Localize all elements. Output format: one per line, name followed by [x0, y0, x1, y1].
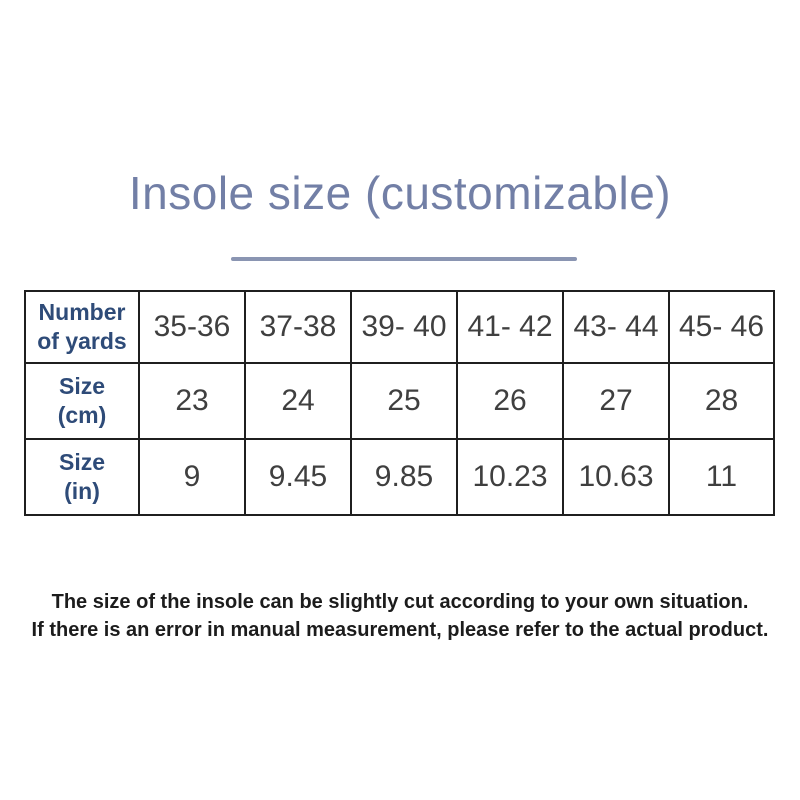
- table-row-number-of-yards: Number of yards 35-36 37-38 39- 40 41- 4…: [24, 290, 775, 364]
- size-cm-cell: 23: [138, 362, 246, 440]
- row-header-size-cm: Size (cm): [24, 362, 140, 440]
- row-header-size-in: Size (in): [24, 438, 140, 516]
- size-cm-cell: 27: [562, 362, 670, 440]
- yards-cell: 37-38: [244, 290, 352, 364]
- footer-note-line-2: If there is an error in manual measureme…: [31, 619, 769, 641]
- size-cm-cell: 28: [668, 362, 775, 440]
- title-divider: [231, 257, 577, 261]
- size-cm-cell: 24: [244, 362, 352, 440]
- yards-cell: 39- 40: [350, 290, 458, 364]
- yards-cell: 35-36: [138, 290, 246, 364]
- yards-cell: 43- 44: [562, 290, 670, 364]
- table-row-size-cm: Size (cm) 23 24 25 26 27 28: [24, 362, 775, 440]
- page-title: Insole size (customizable): [128, 167, 672, 219]
- table-row-size-in: Size (in) 9 9.45 9.85 10.23 10.63 11: [24, 438, 775, 516]
- size-in-cell: 9: [138, 438, 246, 516]
- yards-cell: 41- 42: [456, 290, 564, 364]
- size-cm-cell: 26: [456, 362, 564, 440]
- footer-note: The size of the insole can be slightly c…: [0, 588, 800, 644]
- size-in-cell: 9.85: [350, 438, 458, 516]
- size-in-cell: 9.45: [244, 438, 352, 516]
- insole-size-table: Number of yards 35-36 37-38 39- 40 41- 4…: [24, 290, 775, 516]
- size-in-cell: 10.63: [562, 438, 670, 516]
- footer-note-line-1: The size of the insole can be slightly c…: [51, 591, 749, 613]
- size-cm-cell: 25: [350, 362, 458, 440]
- size-in-cell: 11: [668, 438, 775, 516]
- size-in-cell: 10.23: [456, 438, 564, 516]
- row-header-number-of-yards: Number of yards: [24, 290, 140, 364]
- yards-cell: 45- 46: [668, 290, 775, 364]
